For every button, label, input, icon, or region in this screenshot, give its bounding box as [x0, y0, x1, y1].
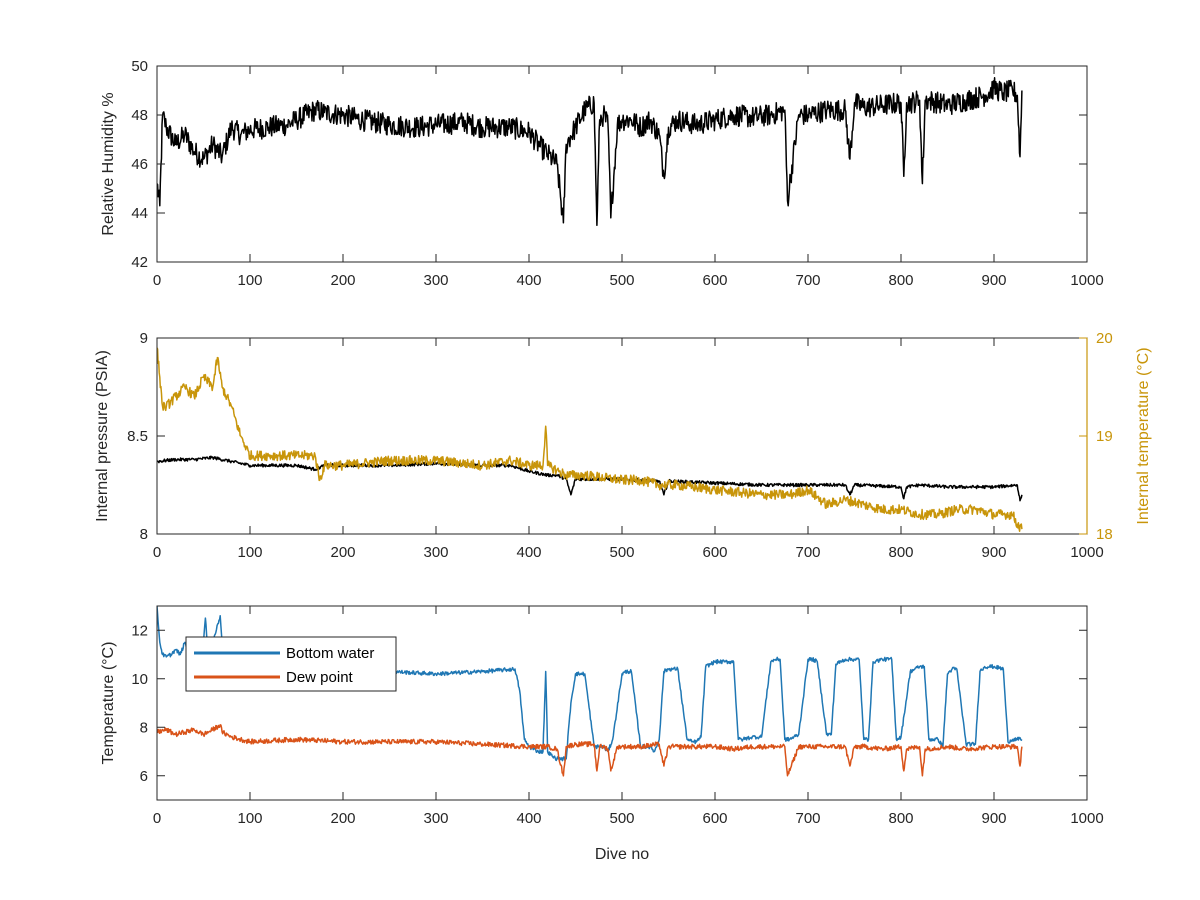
pressure-temperature-subplot: 0 100 200 300 400 500 600 700 800 900 1000 8 8.5 9 18 1…	[94, 330, 1152, 561]
x-axis-title: Dive no	[595, 846, 649, 863]
y-tick-label: 42	[131, 254, 148, 271]
x-tick-label: 200	[330, 272, 355, 289]
y2-tick-label: 18	[1096, 526, 1113, 543]
x-tick-label: 1000	[1070, 544, 1103, 561]
y-tick-label: 48	[131, 107, 148, 124]
y-tick-label: 12	[131, 622, 148, 639]
legend-label-bottom-water: Bottom water	[286, 645, 374, 662]
x-tick-label: 700	[795, 810, 820, 827]
x-tick-label: 100	[237, 272, 262, 289]
legend-box	[185, 636, 397, 692]
pressure-y-axis-title: Internal pressure (PSIA)	[94, 350, 111, 522]
x-tick-label: 100	[237, 544, 262, 561]
x-tick-label: 400	[516, 544, 541, 561]
x-tick-label: 500	[609, 272, 634, 289]
temperature-y-axis-title: Temperature (°C)	[100, 642, 117, 765]
y-tick-label: 8	[140, 526, 148, 543]
temperature-tick-group: 0 100 200 300 400 500 600 700 800 900 1000 6 8 10 12	[131, 606, 1104, 827]
legend: Bottom water Dew point	[185, 636, 397, 692]
y-tick-label: 50	[131, 58, 148, 75]
x-tick-label: 300	[423, 272, 448, 289]
y-tick-label: 8.5	[127, 428, 148, 445]
x-tick-label: 900	[981, 272, 1006, 289]
x-tick-label: 800	[888, 544, 913, 561]
x-tick-label: 100	[237, 810, 262, 827]
y2-tick-label: 19	[1096, 428, 1113, 445]
series-line-humidity	[157, 77, 1023, 227]
x-tick-label: 0	[153, 810, 161, 827]
x-tick-label: 500	[609, 810, 634, 827]
x-tick-label: 200	[330, 810, 355, 827]
y-tick-label: 44	[131, 205, 148, 222]
series-line-pressure	[157, 455, 1023, 502]
x-tick-label: 500	[609, 544, 634, 561]
y-tick-label: 46	[131, 156, 148, 173]
internal-temperature-y-axis-title: Internal temperature (°C)	[1135, 347, 1152, 524]
x-tick-label: 600	[702, 272, 727, 289]
x-tick-label: 900	[981, 544, 1006, 561]
series-line-internal-temperature	[157, 347, 1023, 532]
x-tick-label: 700	[795, 272, 820, 289]
legend-label-dew-point: Dew point	[286, 669, 354, 686]
x-tick-label: 200	[330, 544, 355, 561]
humidity-series-group	[157, 77, 1023, 227]
x-tick-label: 400	[516, 810, 541, 827]
pressure-temperature-series-group	[157, 347, 1023, 532]
x-tick-label: 900	[981, 810, 1006, 827]
temperature-subplot: 0 100 200 300 400 500 600 700 800 900 1000 6 8 10 12 T…	[100, 605, 1104, 863]
pressure-tick-group: 0 100 200 300 400 500 600 700 800 900 1000 8 8.5 9 18 1…	[127, 330, 1113, 561]
x-tick-label: 700	[795, 544, 820, 561]
y-tick-label: 10	[131, 671, 148, 688]
x-tick-label: 400	[516, 272, 541, 289]
y-tick-label: 8	[140, 719, 148, 736]
humidity-y-axis-title: Relative Humidity %	[100, 92, 117, 235]
y2-tick-label: 20	[1096, 330, 1113, 347]
y-tick-label: 9	[140, 330, 148, 347]
x-tick-label: 600	[702, 544, 727, 561]
x-tick-label: 300	[423, 810, 448, 827]
x-tick-label: 800	[888, 810, 913, 827]
x-tick-label: 0	[153, 272, 161, 289]
y-tick-label: 6	[140, 768, 148, 785]
series-line-dew-point	[157, 724, 1023, 777]
x-tick-label: 300	[423, 544, 448, 561]
humidity-tick-group: 0 100 200 300 400 500 600 700 800 900 1000 42 44 46 48…	[131, 58, 1103, 289]
x-tick-label: 0	[153, 544, 161, 561]
x-tick-label: 600	[702, 810, 727, 827]
x-tick-label: 1000	[1070, 810, 1103, 827]
x-tick-label: 800	[888, 272, 913, 289]
humidity-subplot: 0 100 200 300 400 500 600 700 800 900 1000 42 44 46 48…	[100, 58, 1104, 289]
x-tick-label: 1000	[1070, 272, 1103, 289]
